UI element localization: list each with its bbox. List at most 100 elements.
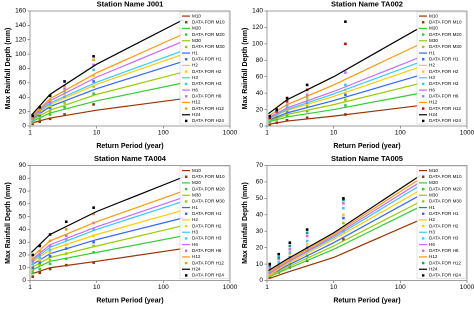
legend-label: DATA FOR M20	[192, 32, 225, 37]
legend-label: H3	[192, 75, 198, 80]
chart-panel: Station Name J001 Max Rainfall Depth (mm)…	[5, 0, 238, 150]
legend-label: DATA FOR M20	[429, 32, 462, 37]
data-point	[31, 117, 35, 121]
x-tick-label: 100	[158, 284, 169, 291]
data-point	[277, 252, 281, 256]
data-point	[268, 266, 272, 269]
data-point	[305, 231, 309, 235]
data-point	[48, 244, 52, 248]
data-point	[92, 103, 95, 106]
data-point	[285, 96, 289, 100]
legend-label: DATA FOR H24	[429, 273, 461, 278]
data-point	[305, 116, 309, 120]
y-tick-label: 60	[19, 201, 27, 208]
data-point	[285, 118, 289, 122]
data-point	[38, 271, 42, 275]
legend-marker	[422, 200, 425, 203]
y-tick-label: 20	[256, 106, 264, 113]
data-point	[31, 122, 35, 126]
legend-label: DATA FOR H2	[429, 69, 459, 74]
legend-label: M10	[192, 168, 201, 173]
data-point	[275, 121, 279, 125]
data-point	[38, 110, 42, 113]
data-point	[342, 213, 345, 217]
legend-label: H12	[192, 254, 201, 259]
legend-label: M30	[192, 38, 201, 43]
data-point	[92, 251, 95, 254]
data-point	[342, 216, 345, 220]
data-point	[305, 234, 309, 238]
data-point	[48, 104, 52, 108]
legend-marker	[185, 175, 188, 178]
data-point	[64, 243, 68, 247]
y-tick-label: 50	[19, 213, 27, 220]
x-tick-label: 10	[93, 284, 101, 291]
legend-label: H1	[192, 205, 198, 210]
data-point	[268, 267, 272, 271]
series-line	[30, 19, 184, 116]
legend-label: DATA FOR H12	[192, 106, 224, 111]
chart-title: Station Name J001	[97, 0, 164, 8]
data-point	[92, 234, 95, 238]
data-point	[48, 233, 52, 236]
legend-marker	[422, 249, 425, 252]
chart-panel: Station Name TA004 Max Rainfall Depth (mm…	[5, 154, 238, 304]
data-point	[268, 264, 272, 268]
data-point	[38, 111, 42, 115]
legend-label: DATA FOR H12	[429, 106, 461, 111]
legend-label: DATA FOR M10	[429, 19, 462, 24]
legend-label: H12	[429, 100, 438, 105]
data-point	[48, 239, 52, 243]
legend-marker	[185, 187, 188, 191]
data-point	[64, 247, 68, 250]
x-tick-label: 10	[330, 284, 338, 291]
data-point	[92, 58, 95, 62]
y-tick-label: 100	[252, 41, 263, 48]
y-axis-label: Max Rainfall Depth (mm)	[5, 28, 12, 110]
legend-marker	[185, 82, 188, 86]
legend-marker	[185, 237, 188, 240]
legend-marker	[185, 274, 188, 277]
legend-label: DATA FOR M10	[192, 174, 225, 179]
data-point	[92, 228, 95, 231]
data-point	[268, 269, 272, 272]
legend-marker	[422, 274, 425, 277]
chart-title: Station Name TA005	[331, 154, 403, 163]
data-point	[305, 109, 309, 113]
series-line	[31, 217, 184, 266]
y-tick-label: 50	[256, 195, 264, 202]
data-point	[288, 251, 292, 254]
legend-label: DATA FOR M30	[192, 199, 225, 204]
legend-marker	[185, 58, 188, 61]
data-point	[64, 238, 68, 241]
legend-label: H1	[429, 205, 435, 210]
legend-label: M30	[429, 38, 438, 43]
legend-label: H12	[192, 100, 201, 105]
data-point	[31, 262, 35, 266]
data-point	[48, 103, 52, 106]
legend-label: DATA FOR H6	[192, 93, 222, 98]
data-point	[63, 80, 66, 83]
data-point	[48, 110, 52, 113]
series-line	[30, 33, 184, 118]
data-point	[64, 252, 68, 255]
data-point	[288, 244, 292, 248]
data-point	[275, 114, 279, 118]
x-axis-label: Return Period (year)	[333, 143, 400, 150]
legend-label: DATA FOR H12	[192, 260, 224, 265]
legend-label: DATA FOR H1	[429, 56, 459, 61]
data-point	[63, 113, 66, 116]
legend-label: DATA FOR H1	[192, 211, 222, 216]
legend-label: H24	[192, 112, 201, 117]
y-tick-label: 100	[15, 51, 26, 58]
y-tick-label: 10	[256, 261, 264, 268]
legend-label: M20	[192, 26, 201, 31]
legend-label: DATA FOR H24	[192, 118, 224, 123]
data-point	[48, 262, 52, 266]
x-tick-label: 1000	[460, 284, 474, 291]
data-point	[48, 267, 52, 271]
data-point	[277, 256, 281, 259]
data-point	[344, 71, 347, 74]
legend-label: DATA FOR H24	[429, 118, 461, 123]
legend-label: M10	[429, 13, 438, 18]
